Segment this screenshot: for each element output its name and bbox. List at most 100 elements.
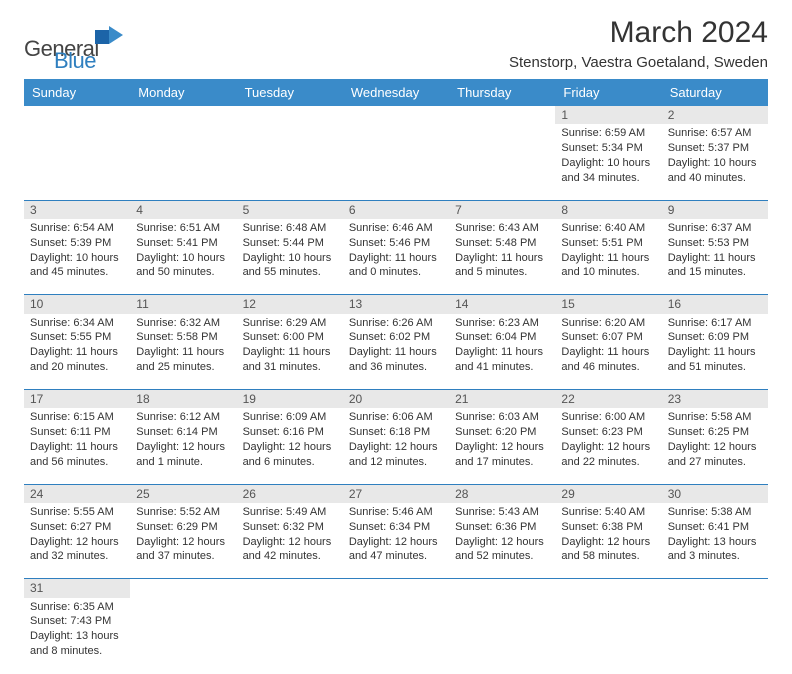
weekday-header: Tuesday bbox=[237, 79, 343, 106]
day1-text: Daylight: 12 hours bbox=[349, 440, 443, 455]
day2-text: and 47 minutes. bbox=[349, 549, 443, 564]
month-title: March 2024 bbox=[509, 16, 768, 50]
week-row: Sunrise: 6:34 AMSunset: 5:55 PMDaylight:… bbox=[24, 314, 768, 390]
day-cell bbox=[343, 598, 449, 674]
day2-text: and 46 minutes. bbox=[561, 360, 655, 375]
sunrise-text: Sunrise: 6:57 AM bbox=[668, 126, 762, 141]
sunrise-text: Sunrise: 6:20 AM bbox=[561, 316, 655, 331]
sunset-text: Sunset: 5:34 PM bbox=[561, 141, 655, 156]
day1-text: Daylight: 11 hours bbox=[30, 440, 124, 455]
weekday-header: Thursday bbox=[449, 79, 555, 106]
day2-text: and 8 minutes. bbox=[30, 644, 124, 659]
sunrise-text: Sunrise: 6:06 AM bbox=[349, 410, 443, 425]
day-number: 31 bbox=[24, 579, 130, 598]
sunset-text: Sunset: 5:41 PM bbox=[136, 236, 230, 251]
title-block: March 2024 Stenstorp, Vaestra Goetaland,… bbox=[509, 16, 768, 71]
sunrise-text: Sunrise: 6:15 AM bbox=[30, 410, 124, 425]
sunrise-text: Sunrise: 5:43 AM bbox=[455, 505, 549, 520]
day-number: 13 bbox=[343, 295, 449, 314]
day-cell: Sunrise: 6:00 AMSunset: 6:23 PMDaylight:… bbox=[555, 408, 661, 484]
sunset-text: Sunset: 6:27 PM bbox=[30, 520, 124, 535]
day2-text: and 36 minutes. bbox=[349, 360, 443, 375]
day-cell bbox=[24, 124, 130, 200]
sunrise-text: Sunrise: 6:34 AM bbox=[30, 316, 124, 331]
day-cell: Sunrise: 6:12 AMSunset: 6:14 PMDaylight:… bbox=[130, 408, 236, 484]
day-number bbox=[130, 106, 236, 124]
day-cell: Sunrise: 6:35 AMSunset: 7:43 PMDaylight:… bbox=[24, 598, 130, 674]
week-row: Sunrise: 6:54 AMSunset: 5:39 PMDaylight:… bbox=[24, 219, 768, 295]
day2-text: and 56 minutes. bbox=[30, 455, 124, 470]
day1-text: Daylight: 12 hours bbox=[668, 440, 762, 455]
sunrise-text: Sunrise: 5:38 AM bbox=[668, 505, 762, 520]
day2-text: and 32 minutes. bbox=[30, 549, 124, 564]
day-number bbox=[449, 579, 555, 598]
day-number: 25 bbox=[130, 484, 236, 503]
sunrise-text: Sunrise: 6:43 AM bbox=[455, 221, 549, 236]
day-number bbox=[237, 106, 343, 124]
weekday-header: Friday bbox=[555, 79, 661, 106]
day-number bbox=[237, 579, 343, 598]
day-cell bbox=[237, 124, 343, 200]
daynum-row: 31 bbox=[24, 579, 768, 598]
day1-text: Daylight: 11 hours bbox=[668, 345, 762, 360]
sunset-text: Sunset: 5:39 PM bbox=[30, 236, 124, 251]
sunset-text: Sunset: 5:37 PM bbox=[668, 141, 762, 156]
day-number: 27 bbox=[343, 484, 449, 503]
day-cell bbox=[662, 598, 768, 674]
sunset-text: Sunset: 6:25 PM bbox=[668, 425, 762, 440]
day1-text: Daylight: 12 hours bbox=[455, 535, 549, 550]
brand-logo: General Blue bbox=[24, 26, 123, 71]
sunset-text: Sunset: 6:29 PM bbox=[136, 520, 230, 535]
sunrise-text: Sunrise: 6:46 AM bbox=[349, 221, 443, 236]
day-number: 29 bbox=[555, 484, 661, 503]
day2-text: and 1 minute. bbox=[136, 455, 230, 470]
sunset-text: Sunset: 7:43 PM bbox=[30, 614, 124, 629]
sunrise-text: Sunrise: 6:37 AM bbox=[668, 221, 762, 236]
day-number: 14 bbox=[449, 295, 555, 314]
day1-text: Daylight: 11 hours bbox=[455, 251, 549, 266]
day-number bbox=[130, 579, 236, 598]
week-row: Sunrise: 6:15 AMSunset: 6:11 PMDaylight:… bbox=[24, 408, 768, 484]
day2-text: and 15 minutes. bbox=[668, 265, 762, 280]
flag-icon bbox=[95, 26, 123, 47]
day2-text: and 0 minutes. bbox=[349, 265, 443, 280]
day2-text: and 10 minutes. bbox=[561, 265, 655, 280]
daynum-row: 12 bbox=[24, 106, 768, 124]
day-cell: Sunrise: 6:23 AMSunset: 6:04 PMDaylight:… bbox=[449, 314, 555, 390]
day1-text: Daylight: 12 hours bbox=[30, 535, 124, 550]
day-number: 17 bbox=[24, 390, 130, 409]
sunrise-text: Sunrise: 5:49 AM bbox=[243, 505, 337, 520]
day-cell: Sunrise: 5:52 AMSunset: 6:29 PMDaylight:… bbox=[130, 503, 236, 579]
day-cell: Sunrise: 5:55 AMSunset: 6:27 PMDaylight:… bbox=[24, 503, 130, 579]
day-number bbox=[343, 579, 449, 598]
weekday-header: Wednesday bbox=[343, 79, 449, 106]
sunset-text: Sunset: 5:44 PM bbox=[243, 236, 337, 251]
daynum-row: 3456789 bbox=[24, 200, 768, 219]
sunrise-text: Sunrise: 6:12 AM bbox=[136, 410, 230, 425]
day-number: 1 bbox=[555, 106, 661, 124]
sunset-text: Sunset: 6:23 PM bbox=[561, 425, 655, 440]
day-number: 15 bbox=[555, 295, 661, 314]
sunrise-text: Sunrise: 6:32 AM bbox=[136, 316, 230, 331]
day1-text: Daylight: 10 hours bbox=[668, 156, 762, 171]
day2-text: and 50 minutes. bbox=[136, 265, 230, 280]
weekday-header-row: Sunday Monday Tuesday Wednesday Thursday… bbox=[24, 79, 768, 106]
day-number bbox=[662, 579, 768, 598]
day1-text: Daylight: 10 hours bbox=[561, 156, 655, 171]
day1-text: Daylight: 10 hours bbox=[243, 251, 337, 266]
day-cell: Sunrise: 6:57 AMSunset: 5:37 PMDaylight:… bbox=[662, 124, 768, 200]
day-number: 20 bbox=[343, 390, 449, 409]
day1-text: Daylight: 13 hours bbox=[30, 629, 124, 644]
sunrise-text: Sunrise: 5:58 AM bbox=[668, 410, 762, 425]
day-number: 24 bbox=[24, 484, 130, 503]
day1-text: Daylight: 12 hours bbox=[349, 535, 443, 550]
sunset-text: Sunset: 6:14 PM bbox=[136, 425, 230, 440]
day1-text: Daylight: 10 hours bbox=[30, 251, 124, 266]
day-number: 7 bbox=[449, 200, 555, 219]
day1-text: Daylight: 12 hours bbox=[243, 440, 337, 455]
sunrise-text: Sunrise: 6:48 AM bbox=[243, 221, 337, 236]
day-cell bbox=[449, 124, 555, 200]
day-cell: Sunrise: 6:29 AMSunset: 6:00 PMDaylight:… bbox=[237, 314, 343, 390]
day1-text: Daylight: 12 hours bbox=[455, 440, 549, 455]
day-number: 5 bbox=[237, 200, 343, 219]
